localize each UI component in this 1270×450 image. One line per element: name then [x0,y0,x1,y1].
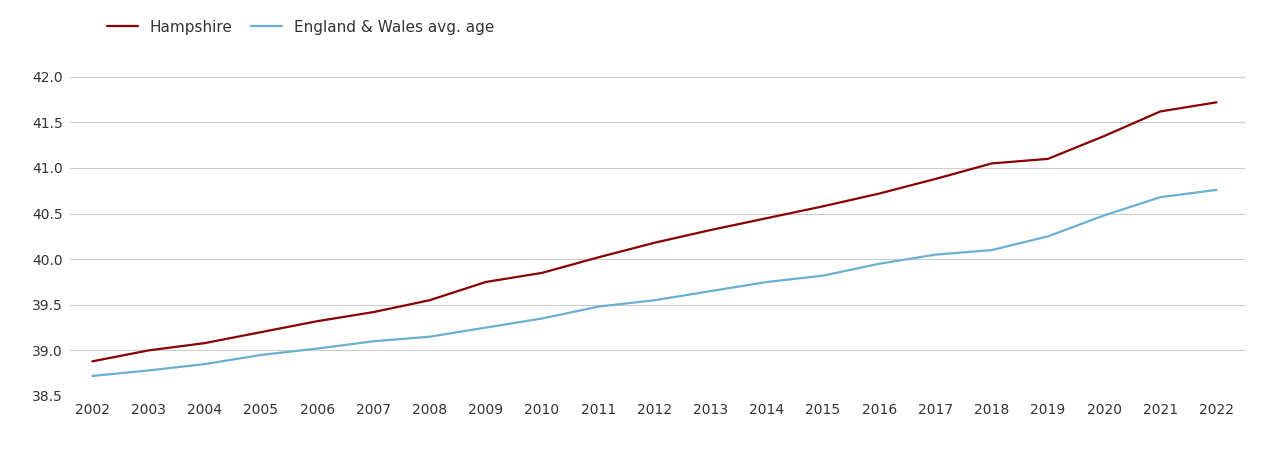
England & Wales avg. age [704,288,719,294]
England & Wales avg. age [535,316,550,321]
England & Wales avg. age [871,261,886,266]
Hampshire [759,216,775,221]
England & Wales avg. age [984,248,999,253]
Hampshire [871,191,886,196]
Hampshire [1153,109,1168,114]
Hampshire [197,340,212,346]
Hampshire [1040,156,1055,162]
Hampshire [479,279,494,285]
Hampshire [815,203,831,209]
Hampshire [1209,99,1224,105]
England & Wales avg. age [253,352,268,358]
England & Wales avg. age [1153,194,1168,200]
England & Wales avg. age [815,273,831,278]
England & Wales avg. age [646,297,662,303]
Hampshire [310,319,325,324]
England & Wales avg. age [591,304,606,309]
England & Wales avg. age [197,361,212,367]
Hampshire [984,161,999,166]
Hampshire [253,329,268,335]
Legend: Hampshire, England & Wales avg. age: Hampshire, England & Wales avg. age [102,14,500,41]
Hampshire [85,359,100,364]
Hampshire [591,255,606,260]
England & Wales avg. age [759,279,775,285]
Hampshire [704,227,719,233]
Hampshire [928,176,944,182]
Hampshire [1096,133,1111,139]
England & Wales avg. age [366,338,381,344]
England & Wales avg. age [928,252,944,257]
Hampshire [646,240,662,246]
Hampshire [422,297,437,303]
England & Wales avg. age [310,346,325,351]
England & Wales avg. age [85,373,100,378]
Hampshire [141,348,156,353]
England & Wales avg. age [1096,213,1111,218]
England & Wales avg. age [1209,187,1224,193]
England & Wales avg. age [479,325,494,330]
England & Wales avg. age [141,368,156,373]
England & Wales avg. age [1040,234,1055,239]
England & Wales avg. age [422,334,437,339]
Hampshire [366,310,381,315]
Line: Hampshire: Hampshire [93,102,1217,361]
Line: England & Wales avg. age: England & Wales avg. age [93,190,1217,376]
Hampshire [535,270,550,275]
